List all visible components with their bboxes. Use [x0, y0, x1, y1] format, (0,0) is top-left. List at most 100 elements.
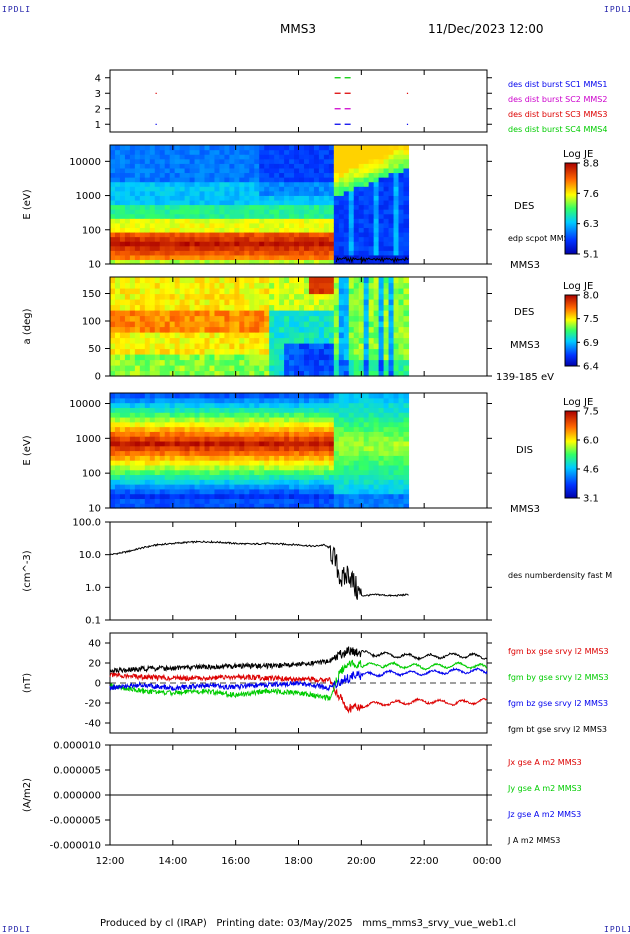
spectrogram-cell [343, 488, 350, 495]
spectrogram-cell [304, 332, 310, 339]
spectrogram-cell [318, 167, 325, 174]
spectrogram-cell [363, 195, 370, 201]
spectrogram-cell [174, 498, 181, 504]
spectrogram-cell [154, 397, 161, 404]
spectrogram-cell [239, 154, 245, 160]
spectrogram-cell [264, 199, 270, 206]
spectrogram-cell [279, 337, 285, 344]
spectrogram-cell [114, 204, 121, 210]
spectrogram-cell [239, 190, 245, 196]
spectrogram-cell [378, 402, 385, 408]
spectrogram-cell [338, 186, 345, 192]
spectrogram-cell [274, 370, 280, 377]
spectrogram-cell [299, 277, 305, 284]
spectrogram-cell [398, 337, 405, 344]
spectrogram-cell [348, 469, 355, 476]
spectrogram-cell [194, 190, 201, 196]
spectrogram-cell [363, 304, 370, 311]
spectrogram-cell [254, 186, 260, 192]
spectrogram-cell [363, 149, 370, 155]
spectrogram-cell [194, 181, 201, 187]
spectrogram-cell [269, 348, 275, 355]
spectrogram-cell [318, 218, 325, 224]
spectrogram-cell [323, 326, 330, 333]
spectrogram-cell [149, 236, 156, 242]
spectrogram-cell [259, 236, 265, 242]
spectrogram-cell [393, 282, 400, 289]
spectrogram-cell [244, 218, 250, 224]
spectrogram-cell [239, 250, 245, 256]
spectrogram-cell [279, 421, 285, 428]
corner-label-top-left: IPDLI [2, 5, 32, 14]
spectrogram-cell [343, 460, 350, 466]
spectrogram-cell [294, 498, 300, 504]
spectrogram-cell [264, 209, 270, 215]
spectrogram-cell [184, 299, 191, 306]
spectrogram-cell [144, 440, 151, 447]
spectrogram-cell [388, 231, 395, 238]
spectrogram-cell [269, 337, 275, 344]
spectrogram-cell [323, 259, 330, 265]
spectrogram-cell [214, 181, 221, 187]
spectrogram-cell [209, 277, 216, 284]
spectrogram-cell [144, 158, 151, 164]
spectrogram-cell [204, 488, 211, 495]
spectrogram-cell [368, 282, 375, 289]
spectrogram-cell [149, 332, 156, 339]
spectrogram-cell [328, 464, 335, 471]
spectrogram-cell [134, 299, 141, 306]
spectrogram-cell [114, 412, 121, 418]
spectrogram-cell [338, 199, 345, 206]
spectrogram-cell [343, 241, 350, 247]
spectrogram-cell [249, 190, 255, 196]
spectrogram-cell [398, 503, 405, 509]
spectrogram-cell [289, 190, 295, 196]
spectrogram-cell [139, 186, 146, 192]
spectrogram-cell [269, 154, 275, 160]
spectrogram-cell [373, 145, 380, 151]
spectrogram-cell [338, 393, 345, 399]
spectrogram-cell [368, 288, 375, 295]
spectrogram-cell [129, 498, 136, 504]
spectrogram-cell [338, 332, 345, 339]
spectrogram-cell [289, 172, 295, 178]
spectrogram-cell [134, 158, 141, 164]
spectrogram-cell [204, 293, 211, 300]
spectrogram-cell [373, 181, 380, 187]
spectrogram-cell [398, 304, 405, 311]
spectrogram-cell [129, 450, 136, 456]
spectrogram-cell [194, 397, 201, 404]
spectrogram-cell [254, 154, 260, 160]
spectrogram-cell [204, 209, 211, 215]
spectrogram-cell [184, 181, 191, 187]
spectrogram-cell [328, 231, 335, 238]
spectrogram-cell [164, 393, 171, 399]
spectrogram-cell [244, 421, 250, 428]
spectrogram-cell [124, 241, 131, 247]
spectrogram-cell [249, 167, 255, 174]
spectrogram-cell [304, 199, 310, 206]
spectrogram-cell [289, 359, 295, 366]
spectrogram-cell [129, 445, 136, 452]
spectrogram-cell [378, 282, 385, 289]
spectrogram-cell [368, 436, 375, 442]
spectrogram-cell [363, 236, 370, 242]
spectrogram-cell [353, 288, 360, 295]
spectrogram-cell [353, 222, 360, 228]
spectrogram-cell [363, 218, 370, 224]
spectrogram-cell [199, 293, 206, 300]
spectrogram-cell [119, 254, 126, 261]
spectrogram-cell [110, 250, 116, 256]
spectrogram-cell [244, 440, 250, 447]
spectrogram-cell [259, 445, 265, 452]
spectrogram-cell [338, 479, 345, 485]
spectrogram-cell [338, 204, 345, 210]
spectrogram-cell [179, 412, 186, 418]
spectrogram-cell [149, 354, 156, 361]
spectrogram-cell [353, 218, 360, 224]
spectrogram-cell [159, 236, 166, 242]
spectrogram-cell [368, 445, 375, 452]
spectrogram-cell [279, 354, 285, 361]
scpot-trace [335, 256, 409, 264]
spectrogram-cell [229, 227, 235, 233]
